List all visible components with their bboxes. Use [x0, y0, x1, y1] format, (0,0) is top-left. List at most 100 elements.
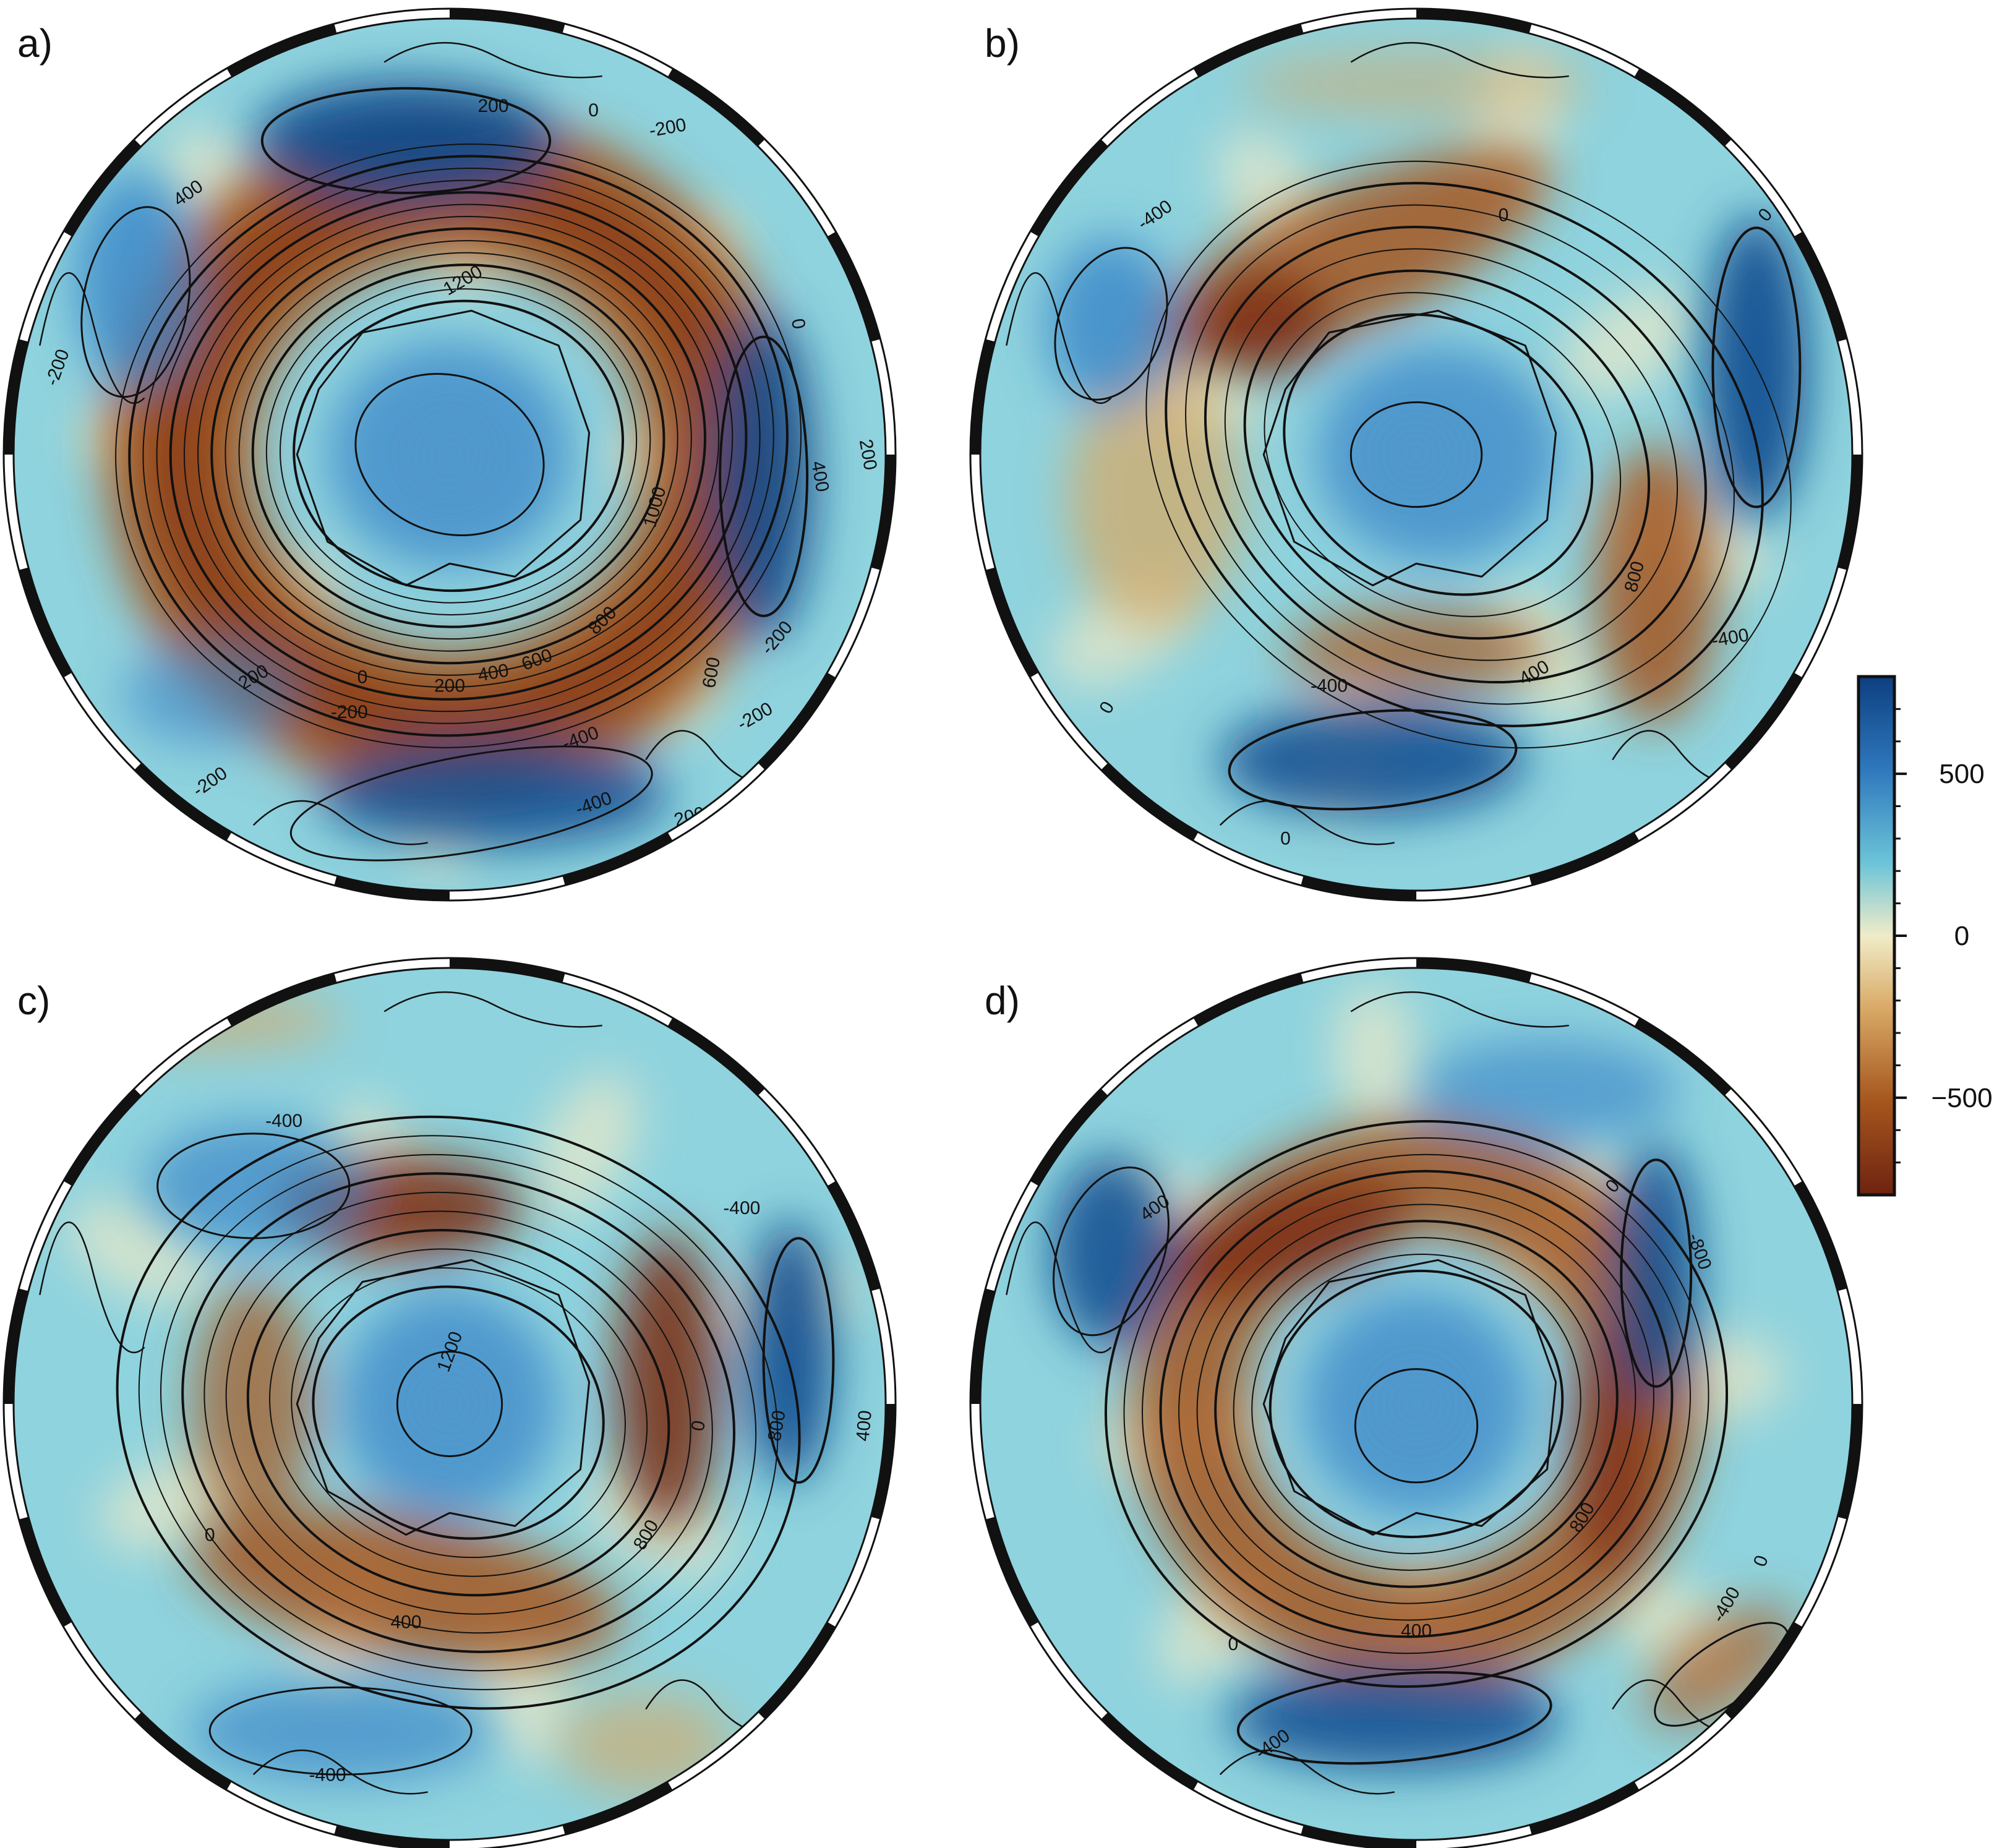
contour-lines: [80, 87, 809, 862]
contour-line: [1620, 1158, 1693, 1388]
anomaly-blob: [1050, 1155, 1173, 1348]
frame-segment: [1724, 672, 1803, 770]
contour-line: [80, 206, 191, 398]
frame-segment: [1301, 875, 1417, 900]
antarctica-coastline: [296, 1259, 591, 1536]
contour-line: [1053, 1166, 1170, 1337]
frame-segment: [827, 1181, 881, 1291]
contour-label: -400: [265, 1111, 302, 1131]
contour-line: [225, 1210, 691, 1615]
frame-segment: [1837, 454, 1862, 570]
contour-line: [1214, 1220, 1619, 1588]
panel-label-a: a): [17, 21, 53, 66]
coastline: [1219, 1749, 1395, 1795]
colorbar-tick-label: 0: [1954, 921, 1969, 951]
anomaly-blob: [1242, 49, 1591, 119]
contour-line: [354, 372, 545, 537]
anomaly-blob: [1220, 703, 1526, 817]
contour-line: [1236, 1670, 1552, 1765]
contour-line: [293, 299, 624, 592]
anomaly-blob: [74, 171, 197, 390]
frame-segment: [562, 832, 673, 886]
frame-segment: [19, 1516, 72, 1627]
contour-line: [1268, 1269, 1564, 1539]
anomaly-blob: [1646, 1604, 1797, 1727]
contour-label: -400: [1311, 676, 1348, 696]
frame-segment: [1193, 24, 1304, 77]
contour-lines: [1054, 160, 1802, 811]
contour-label: 0: [1228, 1634, 1239, 1654]
anomaly-blob: [1285, 607, 1547, 695]
contour-label: 0: [1499, 205, 1509, 225]
frame-segment: [1030, 1089, 1108, 1186]
frame-segment: [226, 973, 337, 1027]
coastline: [1350, 991, 1569, 1028]
frame-segment: [1301, 1824, 1417, 1848]
contour-label: 0: [1280, 828, 1291, 849]
contour-line: [246, 1228, 670, 1597]
frame-segment: [1837, 1403, 1862, 1520]
frame-segment: [667, 1017, 765, 1096]
anomaly-blob: [327, 341, 572, 568]
map-frame: [2, 957, 897, 1848]
contour-line: [169, 191, 748, 701]
contour-line: [181, 1172, 735, 1653]
anomaly-blob: [1416, 1037, 1678, 1142]
anomaly-blob: [340, 1290, 559, 1518]
contour-line: [1159, 1170, 1674, 1638]
contour-label: 0: [688, 1419, 709, 1432]
coastline: [252, 800, 428, 845]
contour-label: -400: [723, 1198, 760, 1218]
frame-segment: [970, 1288, 996, 1405]
contour-line: [1228, 709, 1518, 811]
contour-line: [183, 203, 734, 688]
contour-line: [260, 87, 552, 194]
contour-line: [251, 263, 665, 628]
frame-segment: [667, 68, 765, 147]
contour-line: [138, 1135, 779, 1690]
contour-line: [719, 335, 809, 617]
contour-line: [1264, 292, 1622, 617]
frame-segment: [1794, 1181, 1847, 1291]
coastline: [39, 272, 145, 404]
contour-line: [1354, 1368, 1479, 1484]
coastline: [1350, 41, 1569, 79]
anomaly-blob: [1595, 445, 1718, 725]
anomaly-blob: [746, 1220, 834, 1482]
frame-segment: [758, 672, 836, 770]
frame-segment: [1101, 763, 1199, 841]
anomaly-blob: [1158, 1177, 1413, 1299]
contour-line: [762, 1237, 835, 1484]
anomaly-blob: [319, 742, 668, 847]
contour-line: [1283, 313, 1594, 596]
contour-line: [156, 1132, 351, 1239]
colorbar: 500 0 −500: [1857, 675, 1993, 1197]
frame-segment: [334, 875, 450, 900]
contour-line: [396, 1350, 503, 1458]
contour-line: [1165, 182, 1764, 727]
frame-segment: [226, 24, 337, 77]
panel-label-c: c): [17, 978, 50, 1023]
frame-segment: [19, 567, 72, 678]
contour-line: [238, 252, 678, 640]
frame-segment: [985, 1516, 1039, 1627]
anomaly-blob: [122, 642, 297, 747]
panel-label-d: d): [985, 978, 1020, 1023]
contour-line: [1123, 1137, 1709, 1671]
colorbar-tick-label: −500: [1931, 1083, 1992, 1113]
contour-label: 0: [787, 317, 809, 331]
frame-segment: [1416, 958, 1532, 983]
anomaly-blob: [558, 1692, 734, 1797]
map-frame: [969, 957, 1863, 1848]
anomaly-blob: [1612, 1142, 1700, 1404]
contour-line: [312, 1285, 605, 1540]
frame-segment: [1634, 68, 1732, 147]
contour-line: [203, 1191, 713, 1634]
contour-line: [225, 240, 692, 652]
